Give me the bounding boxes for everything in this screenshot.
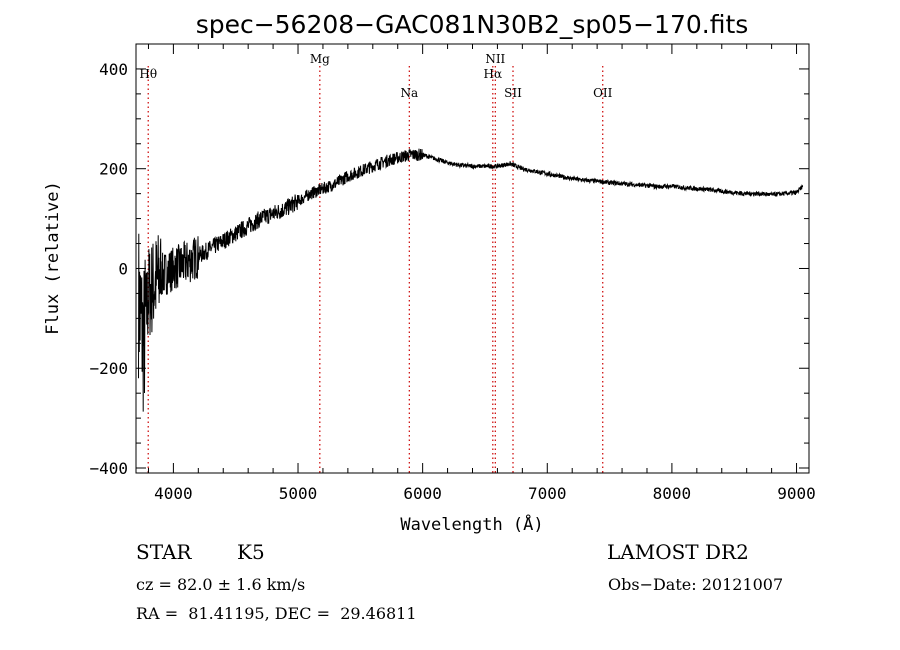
spectrum-line: [138, 148, 804, 412]
x-tick-label: 9000: [777, 484, 816, 503]
survey-label: LAMOST DR2: [607, 540, 749, 564]
y-tick-label: −400: [89, 459, 128, 478]
chart-title: spec−56208−GAC081N30B2_sp05−170.fits: [196, 10, 749, 39]
line-marker-label: Hα: [484, 67, 503, 81]
y-tick-label: −200: [89, 359, 128, 378]
y-axis: −400 −200 0 200 400: [89, 60, 809, 478]
x-tick-label: 6000: [403, 484, 442, 503]
class-label: STAR: [136, 540, 192, 564]
plot-frame: [135, 43, 810, 474]
line-marker-label: NII: [485, 52, 505, 66]
y-axis-label: Flux (relative): [43, 181, 63, 335]
y-tick-label: 200: [99, 160, 128, 179]
cz-value: cz = 82.0 ± 1.6 km/s: [136, 575, 306, 594]
y-tick-label: 400: [99, 60, 128, 79]
x-tick-label: 4000: [154, 484, 193, 503]
line-marker-label: Na: [400, 86, 418, 100]
line-marker-label: Hθ: [139, 67, 157, 81]
coordinates: RA = 81.41195, DEC = 29.46811: [136, 604, 417, 623]
y-tick-label: 0: [118, 259, 128, 278]
line-marker-label: Mg: [310, 52, 330, 66]
x-axis-label: Wavelength (Å): [400, 513, 543, 535]
x-axis: 4000 5000 6000 7000 8000 9000: [147, 44, 816, 503]
x-tick-label: 7000: [528, 484, 567, 503]
subclass-label: K5: [237, 540, 265, 564]
line-marker-label: SII: [504, 86, 522, 100]
x-tick-label: 5000: [279, 484, 318, 503]
line-marker-label: OII: [593, 86, 613, 100]
obs-date: Obs−Date: 20121007: [608, 575, 784, 594]
x-tick-label: 8000: [653, 484, 692, 503]
